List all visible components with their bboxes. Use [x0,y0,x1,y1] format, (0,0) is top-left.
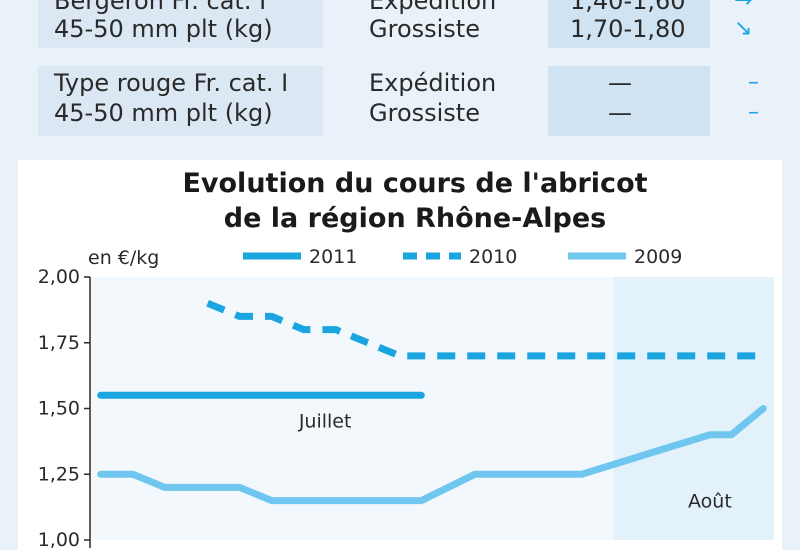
series-line-2009 [97,405,767,505]
month-label: Août [688,491,732,513]
y-tick-label: 2,00 [38,266,80,288]
trend-dash-icon: – [748,100,759,125]
stage-grossiste: Grossiste [369,99,480,127]
legend-label-2011: 2011 [309,246,357,268]
stage-cell: Expédition Grossiste [323,66,548,136]
y-tick-label: 1,00 [38,529,80,550]
y-tick-label: 1,25 [38,463,80,485]
legend-label-2009: 2009 [634,246,682,268]
trend-arrow-right-icon: → [734,0,753,13]
price-grossiste: 1,70-1,80 [570,15,686,43]
chart-panel: Evolution du cours de l'abricot de la ré… [18,160,782,550]
product-label-cell: Type rouge Fr. cat. I 45-50 mm plt (kg) [38,66,323,136]
price-cell: — — [548,66,710,136]
price-table: Bergeron Fr. cat. I 45-50 mm plt (kg) Ex… [0,0,800,140]
price-cell: 1,40-1,60 1,70-1,80 [548,0,710,48]
legend-label-2010: 2010 [469,246,517,268]
trend-cell: → ↘ [710,0,783,48]
trend-dash-icon: – [748,70,759,95]
price-evolution-chart: Evolution du cours de l'abricot de la ré… [38,168,774,550]
chart-title-line2: de la région Rhône-Alpes [224,203,606,234]
chart-legend: 2011 2010 2009 [243,246,682,268]
price-expedition: — [608,69,632,97]
stage-cell: Expédition Grossiste [323,0,548,48]
aout-shade [613,277,774,540]
trend-arrow-down-icon: ↘ [734,16,753,41]
stage-grossiste: Grossiste [369,15,480,43]
y-tick-label: 1,75 [38,332,80,354]
month-label: Juillet [298,411,352,433]
product-name: Bergeron Fr. cat. I [54,0,267,15]
stage-expedition: Expédition [369,0,497,15]
table-row: Bergeron Fr. cat. I 45-50 mm plt (kg) Ex… [38,0,783,48]
product-size: 45-50 mm plt (kg) [54,15,273,43]
price-grossiste: — [608,99,632,127]
price-expedition: 1,40-1,60 [570,0,686,15]
series-line-2010 [206,300,764,360]
product-name: Type rouge Fr. cat. I [54,69,289,97]
product-size: 45-50 mm plt (kg) [54,99,273,127]
trend-cell: – – [710,66,783,136]
y-axis-unit-label: en €/kg [88,247,159,269]
stage-expedition: Expédition [369,69,497,97]
product-label-cell: Bergeron Fr. cat. I 45-50 mm plt (kg) [38,0,323,48]
y-tick-label: 1,50 [38,398,80,420]
plot-area: 2,00 1,75 1,50 1,25 1,00 Juillet Août [38,266,774,550]
table-row: Type rouge Fr. cat. I 45-50 mm plt (kg) … [38,66,783,136]
chart-title-line1: Evolution du cours de l'abricot [182,168,647,199]
